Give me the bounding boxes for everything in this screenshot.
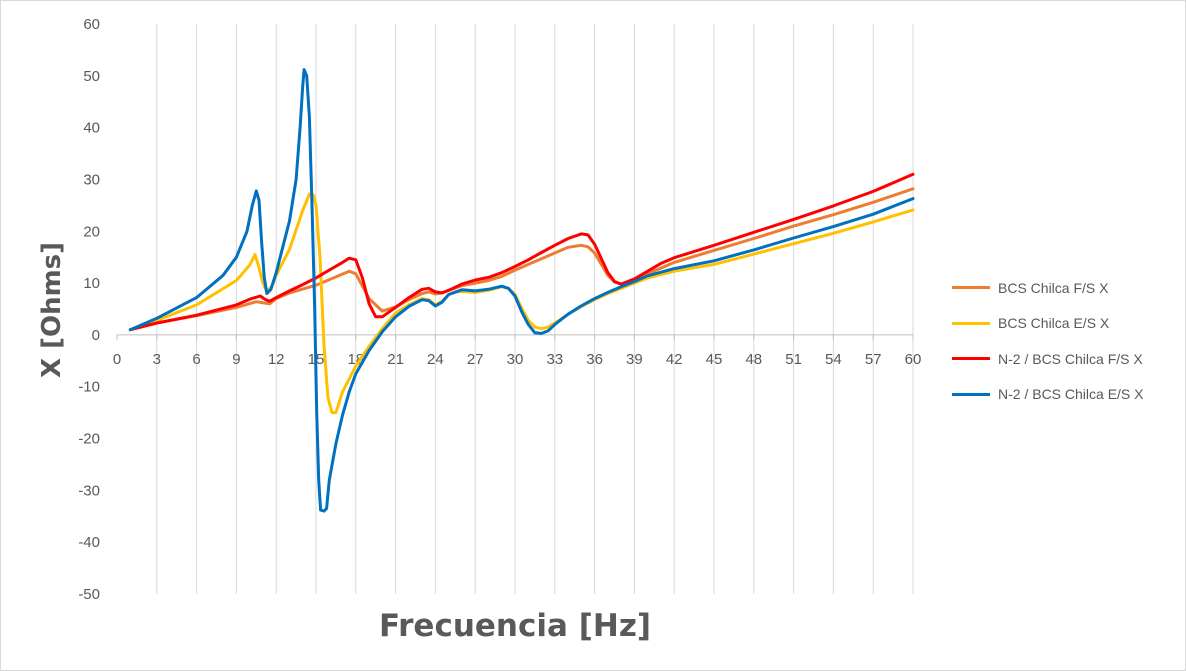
x-tick-label: 60 bbox=[905, 351, 922, 368]
x-tick-label: 33 bbox=[546, 351, 563, 368]
axes: 0 3 6 9 12 15 18 21 24 27 30 33 36 39 42 45 48 51 54 57 60-5… bbox=[78, 16, 921, 603]
x-tick-label: 51 bbox=[785, 351, 802, 368]
x-tick-label: 21 bbox=[387, 351, 404, 368]
x-tick-label: 9 bbox=[232, 351, 240, 368]
x-axis-title: Frecuencia [Hz] bbox=[379, 608, 651, 644]
x-tick-label: 6 bbox=[192, 351, 200, 368]
legend-label: BCS Chilca E/S X bbox=[998, 315, 1110, 332]
legend-item: N-2 / BCS Chilca F/S X bbox=[952, 341, 1182, 377]
x-tick-label: 3 bbox=[153, 351, 161, 368]
y-tick-label: 30 bbox=[83, 171, 100, 188]
legend: BCS Chilca F/S X BCS Chilca E/S X N-2 / BC… bbox=[952, 270, 1182, 412]
y-tick-label: 60 bbox=[83, 16, 100, 33]
y-tick-label: 10 bbox=[83, 275, 100, 292]
x-tick-label: 0 bbox=[113, 351, 121, 368]
legend-swatch bbox=[952, 357, 990, 361]
legend-label: N-2 / BCS Chilca F/S X bbox=[998, 350, 1143, 367]
legend-swatch bbox=[952, 392, 990, 396]
y-tick-label: -30 bbox=[78, 482, 100, 499]
series-line bbox=[128, 172, 915, 332]
legend-label: N-2 / BCS Chilca E/S X bbox=[998, 386, 1144, 403]
x-tick-label: 54 bbox=[825, 351, 842, 368]
legend-item: N-2 / BCS Chilca E/S X bbox=[952, 377, 1182, 413]
y-tick-label: -10 bbox=[78, 379, 100, 396]
y-tick-label: 40 bbox=[83, 120, 100, 137]
y-tick-label: 20 bbox=[83, 223, 100, 240]
legend-item: BCS Chilca F/S X bbox=[952, 270, 1182, 306]
x-tick-label: 30 bbox=[507, 351, 524, 368]
series-line bbox=[128, 68, 915, 513]
gridlines bbox=[156, 24, 914, 594]
x-tick-label: 24 bbox=[427, 351, 444, 368]
x-tick-label: 57 bbox=[865, 351, 882, 368]
legend-label: BCS Chilca F/S X bbox=[998, 279, 1109, 296]
y-tick-label: 50 bbox=[83, 68, 100, 85]
y-axis-title: X [Ohms] bbox=[37, 242, 67, 378]
y-tick-label: 0 bbox=[92, 327, 100, 344]
x-tick-label: 45 bbox=[706, 351, 723, 368]
y-tick-label: -50 bbox=[78, 586, 100, 603]
legend-swatch bbox=[952, 321, 990, 325]
y-tick-label: -40 bbox=[78, 534, 100, 551]
x-tick-label: 12 bbox=[268, 351, 285, 368]
x-tick-label: 48 bbox=[745, 351, 762, 368]
x-tick-label: 39 bbox=[626, 351, 643, 368]
x-tick-label: 42 bbox=[666, 351, 683, 368]
legend-swatch bbox=[952, 286, 990, 290]
x-tick-label: 27 bbox=[467, 351, 484, 368]
legend-item: BCS Chilca E/S X bbox=[952, 306, 1182, 342]
series-lines bbox=[128, 68, 915, 513]
x-tick-label: 36 bbox=[586, 351, 603, 368]
y-tick-label: -20 bbox=[78, 431, 100, 448]
